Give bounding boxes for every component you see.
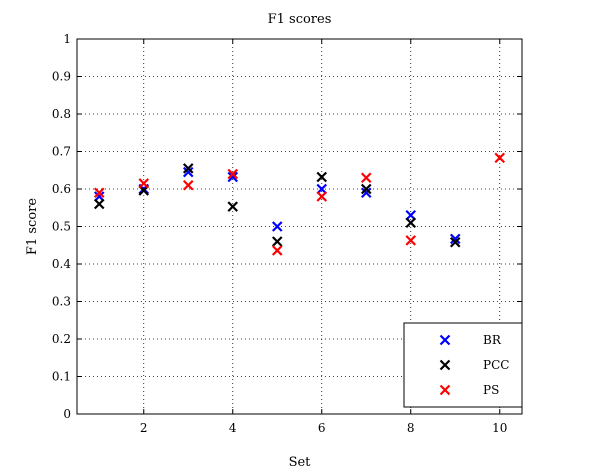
marker-stroke bbox=[227, 201, 239, 212]
marker-stroke bbox=[182, 163, 194, 174]
marker-stroke bbox=[494, 152, 506, 164]
point-br bbox=[360, 187, 372, 199]
legend-box bbox=[403, 322, 523, 408]
legend-marker-pcc bbox=[439, 359, 451, 371]
y-tick-label: 0.4 bbox=[52, 257, 71, 271]
point-br bbox=[227, 171, 239, 183]
series-ps bbox=[93, 152, 506, 256]
point-ps bbox=[405, 235, 417, 246]
legend-label-pcc: PCC bbox=[483, 358, 509, 372]
marker-stroke bbox=[360, 183, 372, 195]
legend-label-br: BR bbox=[483, 333, 502, 347]
marker-stroke bbox=[439, 334, 451, 346]
point-br bbox=[271, 221, 283, 232]
point-pcc bbox=[227, 201, 239, 212]
legend: BR PCC PS bbox=[403, 322, 523, 408]
point-pcc bbox=[271, 236, 283, 247]
marker-stroke bbox=[227, 168, 239, 180]
y-tick-label: 0.1 bbox=[52, 370, 71, 384]
marker-stroke bbox=[405, 235, 417, 246]
marker-stroke bbox=[316, 191, 328, 202]
marker-stroke bbox=[271, 236, 283, 247]
y-axis-label: F1 score bbox=[25, 198, 40, 255]
marker-stroke bbox=[449, 236, 461, 248]
x-tick-label: 8 bbox=[407, 421, 415, 435]
point-pcc bbox=[316, 171, 328, 183]
marker-stroke bbox=[182, 179, 194, 191]
marker-stroke bbox=[360, 187, 372, 199]
marker-stroke bbox=[271, 221, 283, 232]
point-pcc bbox=[93, 198, 105, 210]
point-br bbox=[449, 233, 461, 245]
marker-stroke bbox=[439, 384, 451, 396]
marker-stroke bbox=[182, 166, 194, 178]
marker-stroke bbox=[449, 233, 461, 245]
x-tick-label: 2 bbox=[140, 421, 148, 435]
legend-label-ps: PS bbox=[483, 383, 499, 397]
marker-stroke bbox=[316, 171, 328, 183]
point-ps bbox=[494, 152, 506, 164]
y-tick-label: 0.9 bbox=[52, 70, 71, 84]
marker-stroke bbox=[138, 178, 150, 189]
marker-stroke bbox=[93, 187, 105, 199]
point-br bbox=[182, 166, 194, 178]
y-tick-label: 0 bbox=[63, 407, 71, 421]
x-tick-label: 10 bbox=[492, 421, 507, 435]
legend-marker-br bbox=[439, 334, 451, 346]
x-tick-label: 4 bbox=[229, 421, 237, 435]
marker-stroke bbox=[227, 171, 239, 183]
legend-marker-ps bbox=[439, 384, 451, 396]
point-pcc bbox=[182, 163, 194, 174]
marker-stroke bbox=[439, 359, 451, 371]
marker-stroke bbox=[360, 172, 372, 184]
point-ps bbox=[271, 245, 283, 256]
point-ps bbox=[182, 179, 194, 191]
y-tick-label: 0.7 bbox=[52, 145, 71, 159]
point-pcc bbox=[449, 236, 461, 248]
y-tick-label: 0.6 bbox=[52, 182, 71, 196]
x-axis-label: Set bbox=[289, 455, 312, 470]
point-ps bbox=[360, 172, 372, 184]
chart-title: F1 scores bbox=[268, 12, 332, 27]
y-tick-label: 0.3 bbox=[52, 295, 71, 309]
point-pcc bbox=[405, 217, 417, 229]
point-ps bbox=[138, 178, 150, 189]
marker-stroke bbox=[271, 245, 283, 256]
y-tick-label: 0.5 bbox=[52, 220, 71, 234]
point-ps bbox=[227, 168, 239, 180]
x-tick-label: 6 bbox=[318, 421, 326, 435]
point-ps bbox=[316, 191, 328, 202]
marker-stroke bbox=[93, 198, 105, 210]
marker-stroke bbox=[405, 217, 417, 229]
y-tick-label: 0.2 bbox=[52, 332, 71, 346]
point-ps bbox=[93, 187, 105, 199]
point-pcc bbox=[360, 183, 372, 195]
y-tick-label: 1 bbox=[63, 32, 71, 46]
data-points bbox=[93, 152, 506, 256]
y-tick-label: 0.8 bbox=[52, 107, 71, 121]
